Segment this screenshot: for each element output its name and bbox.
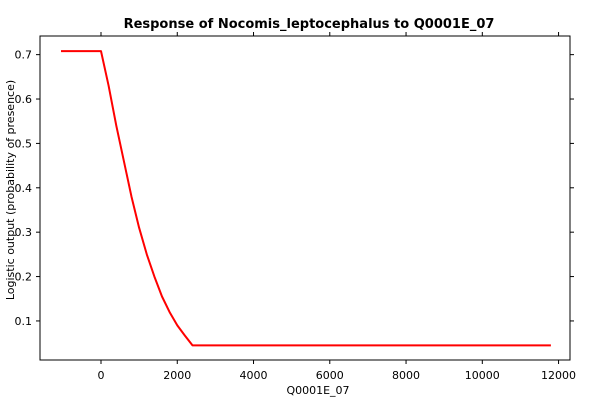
series-line-0 (61, 50, 551, 347)
x-tick-label: 6000 (316, 369, 344, 382)
x-axis-label: Q0001E_07 (286, 384, 349, 397)
x-tick-label: 0 (98, 369, 105, 382)
y-tick-label: 0.1 (15, 315, 33, 328)
tick-labels: 0 2000 4000 6000 8000 10000 12000 0.1 0.2 0.3 0.4 0… (15, 49, 577, 382)
x-tick-label: 4000 (240, 369, 268, 382)
y-tick-label: 0.7 (15, 49, 33, 62)
series-layer (61, 50, 551, 347)
x-tick-label: 12000 (541, 369, 576, 382)
axes (36, 32, 574, 364)
y-tick-label: 0.4 (15, 182, 33, 195)
chart-title: Response of Nocomis_leptocephalus to Q00… (124, 17, 495, 32)
y-tick-label: 0.3 (15, 226, 33, 239)
x-tick-label: 10000 (465, 369, 500, 382)
y-tick-label: 0.2 (15, 271, 33, 284)
y-tick-label: 0.5 (15, 137, 33, 150)
y-axis-label: Logistic output (probability of presence… (4, 80, 17, 300)
x-tick-label: 2000 (163, 369, 191, 382)
plot-frame (39, 35, 571, 361)
x-tick-label: 8000 (392, 369, 420, 382)
y-tick-label: 0.6 (15, 93, 33, 106)
